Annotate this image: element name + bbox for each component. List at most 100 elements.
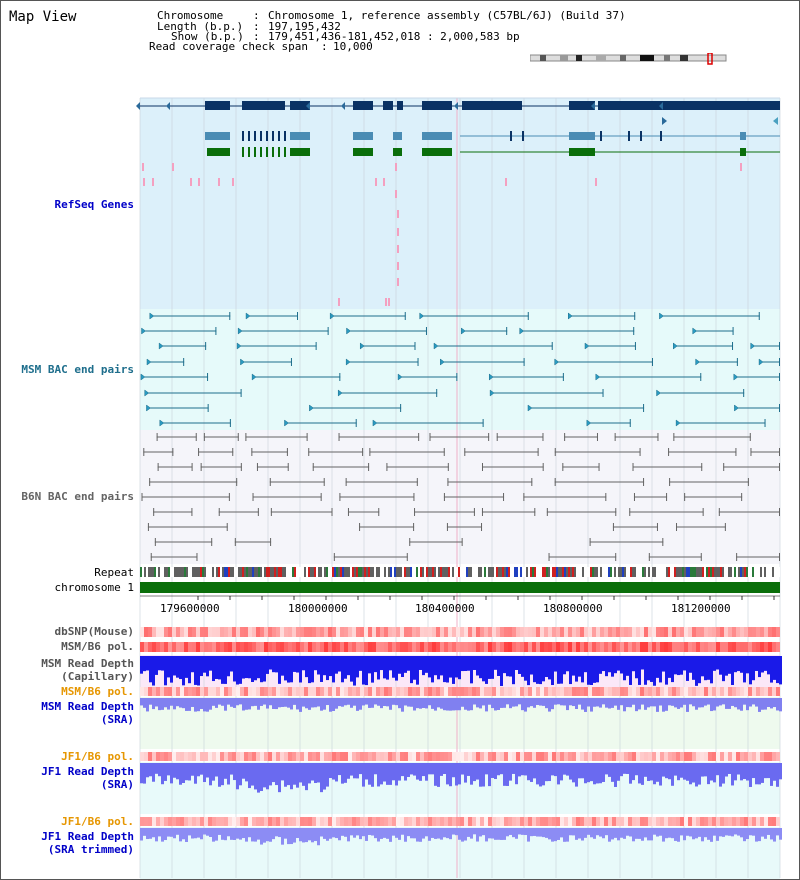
gene-exon (600, 131, 602, 141)
polymorphism-cell (244, 642, 248, 652)
track-label-msm-bac[interactable]: MSM BAC end pairs (21, 363, 134, 376)
track-label-msm-b6-pol[interactable]: MSM/B6 pol. (61, 640, 134, 653)
depth-bar (455, 828, 458, 836)
polymorphism-cell (256, 752, 260, 761)
depth-bar (494, 828, 497, 840)
page-title: Map View (9, 9, 77, 25)
depth-bar (584, 763, 587, 784)
depth-bar (578, 656, 581, 677)
polymorphism-cell (160, 817, 164, 826)
depth-bar (611, 828, 614, 840)
track-label-jf1-depth-sra-1[interactable]: JF1 Read Depth (41, 765, 134, 778)
polymorphism-cell (252, 687, 256, 696)
track-label-b6n-bac[interactable]: B6N BAC end pairs (21, 490, 134, 503)
track-label-refseq-genes[interactable]: RefSeq Genes (54, 198, 134, 211)
track-label-msm-b6-pol-2[interactable]: MSM/B6 pol. (61, 685, 134, 698)
polymorphism-cell (672, 687, 676, 696)
repeat-element (562, 567, 564, 577)
depth-bar (206, 698, 209, 712)
polymorphism-cell (396, 817, 400, 826)
polymorphism-cell (436, 752, 440, 761)
polymorphism-cell (344, 752, 348, 761)
depth-bar (218, 828, 221, 835)
depth-bar (707, 698, 710, 705)
bac-end-marker (633, 327, 635, 335)
depth-bar (296, 656, 299, 673)
polymorphism-cell (376, 752, 380, 761)
depth-bar (221, 828, 224, 840)
depth-bar (683, 698, 686, 705)
depth-bar (677, 763, 680, 781)
bac-end-marker (203, 433, 205, 441)
depth-bar (278, 656, 281, 684)
chromosome-ideogram[interactable] (530, 53, 730, 65)
depth-bar (260, 828, 263, 845)
gene-exon (628, 131, 630, 141)
gene-arrow (306, 102, 310, 110)
depth-bar (413, 763, 416, 776)
bac-end-marker (749, 433, 751, 441)
depth-bar (155, 698, 158, 707)
gene-exon (284, 147, 286, 157)
track-label-msm-depth-capillary-1[interactable]: MSM Read Depth (41, 657, 134, 670)
polymorphism-cell (564, 627, 568, 637)
polymorphism-cell (212, 752, 216, 761)
depth-bar (452, 656, 455, 684)
depth-bar (332, 828, 335, 838)
depth-bar (713, 656, 716, 671)
repeat-element (766, 567, 768, 577)
polymorphism-cell (432, 817, 436, 826)
track-label-jf1-b6-pol[interactable]: JF1/B6 pol. (61, 750, 134, 763)
depth-bar (200, 828, 203, 840)
depth-bar (563, 828, 566, 842)
bac-end-marker (548, 553, 550, 561)
polymorphism-cell (472, 627, 476, 637)
track-label-jf1-b6-pol-2[interactable]: JF1/B6 pol. (61, 815, 134, 828)
polymorphism-cell (196, 642, 200, 652)
repeat-element (416, 567, 418, 577)
polymorphism-cell (352, 687, 356, 696)
depth-bar (368, 698, 371, 708)
polymorphism-cell (268, 752, 272, 761)
track-label-jf1-depth-trim-1[interactable]: JF1 Read Depth (41, 830, 134, 843)
depth-bar (152, 763, 155, 782)
depth-bar (263, 763, 266, 788)
depth-bar (578, 828, 581, 839)
depth-bar (428, 656, 431, 678)
polymorphism-cell (700, 627, 704, 637)
depth-bar (584, 698, 587, 712)
repeat-element (424, 567, 426, 577)
repeat-element (670, 567, 672, 577)
track-label-dbsnp[interactable]: dbSNP(Mouse) (54, 625, 134, 638)
track-label-repeat[interactable]: Repeat (94, 566, 134, 579)
polymorphism-cell (408, 752, 412, 761)
depth-bar (176, 656, 179, 678)
polymorphism-cell (332, 817, 336, 826)
depth-bar (329, 828, 332, 839)
gene-exon (640, 131, 642, 141)
repeat-element (394, 567, 396, 577)
polymorphism-cell (584, 752, 588, 761)
depth-bar (443, 656, 446, 683)
depth-bar (359, 763, 362, 775)
depth-bar (185, 698, 188, 711)
depth-bar (305, 828, 308, 843)
depth-bar (776, 763, 779, 787)
polymorphism-cell (480, 817, 484, 826)
depth-bar (605, 656, 608, 677)
polymorphism-cell (540, 687, 544, 696)
depth-bar (590, 656, 593, 685)
track-label-msm-depth-sra-1[interactable]: MSM Read Depth (41, 700, 134, 713)
bac-end-marker (368, 463, 370, 471)
depth-bar (272, 656, 275, 673)
depth-bar (728, 763, 731, 774)
bac-end-marker (200, 463, 202, 471)
depth-bar (674, 698, 677, 708)
gene-arrow (341, 102, 345, 110)
polymorphism-cell (596, 627, 600, 637)
polymorphism-cell (668, 752, 672, 761)
repeat-element (578, 567, 580, 577)
repeat-element (736, 567, 738, 577)
depth-bar (293, 828, 296, 843)
depth-bar (146, 763, 149, 778)
